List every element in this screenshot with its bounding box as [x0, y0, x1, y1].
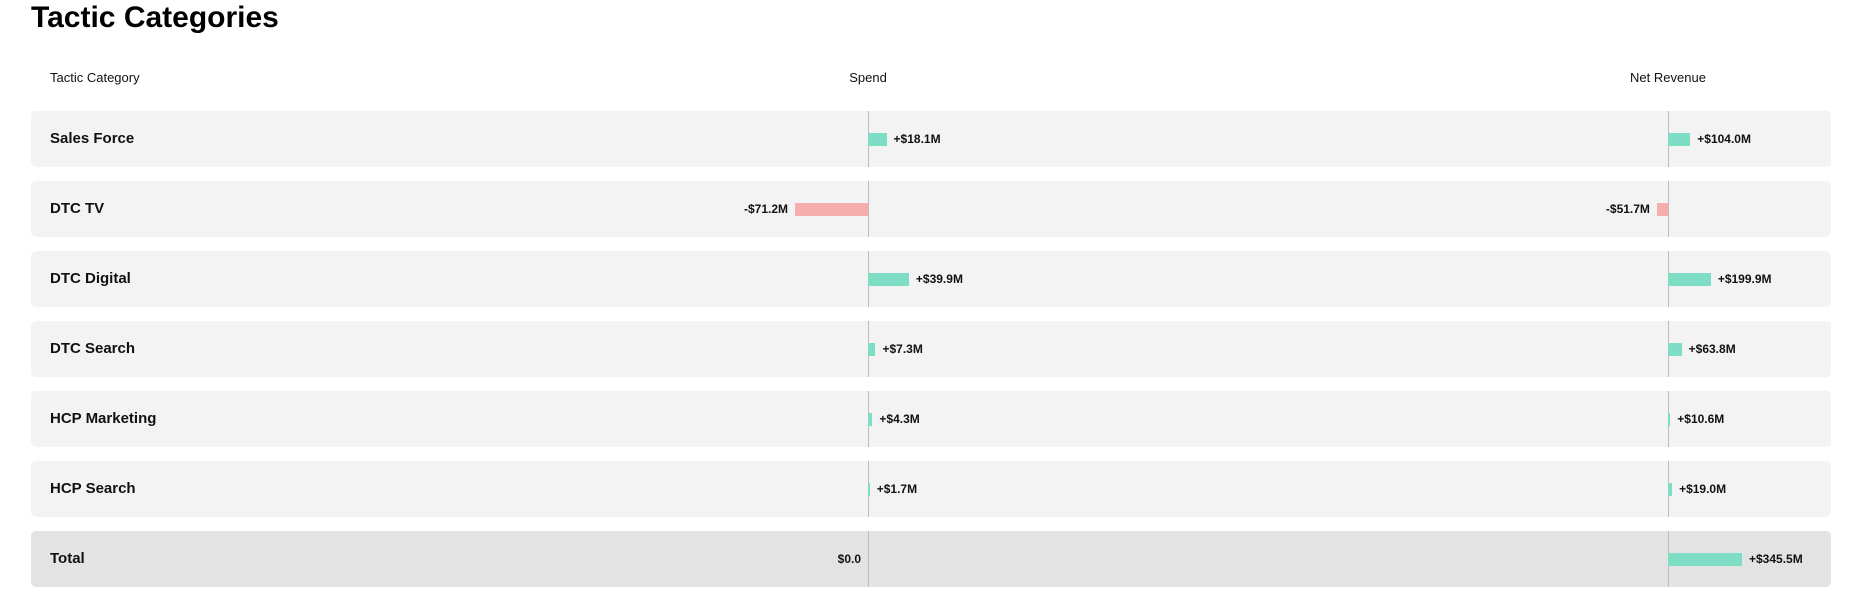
total-row[interactable]: Total $0.0 +$345.5M	[31, 531, 1831, 587]
spend-value: $0.0	[837, 552, 861, 566]
net-revenue-bar	[1668, 483, 1673, 496]
spend-zero-line	[868, 181, 869, 237]
spend-bar	[868, 133, 887, 146]
row-label: HCP Marketing	[50, 410, 157, 427]
row-label: DTC Digital	[50, 270, 131, 287]
table-row-hcp-marketing[interactable]: HCP Marketing +$4.3M +$10.6M	[31, 391, 1831, 447]
page-title: Tactic Categories	[31, 1, 279, 34]
net-revenue-value: +$345.5M	[1749, 552, 1803, 566]
row-label: HCP Search	[50, 480, 136, 497]
row-label: DTC TV	[50, 200, 105, 217]
net-revenue-value: +$63.8M	[1688, 342, 1736, 356]
spend-value: +$1.7M	[876, 482, 918, 496]
spend-value: +$39.9M	[915, 272, 963, 286]
spend-bar	[868, 343, 876, 356]
net-revenue-bar	[1668, 343, 1682, 356]
spend-zero-line	[868, 531, 869, 587]
spend-value: +$4.3M	[879, 412, 920, 426]
table-row-hcp-search[interactable]: HCP Search +$1.7M +$19.0M	[31, 461, 1831, 517]
column-header-net-revenue[interactable]: Net Revenue	[1630, 70, 1706, 85]
net-revenue-value: +$199.9M	[1717, 272, 1772, 286]
spend-bar	[868, 273, 909, 286]
net-revenue-value: +$10.6M	[1677, 412, 1725, 426]
net-revenue-bar	[1668, 133, 1691, 146]
row-label: DTC Search	[50, 340, 136, 357]
column-header-spend[interactable]: Spend	[849, 70, 887, 85]
spend-bar	[868, 413, 873, 426]
net-revenue-value: -$51.7M	[1605, 202, 1650, 216]
net-revenue-bar	[1656, 203, 1668, 216]
table-row-dtc-digital[interactable]: DTC Digital +$39.9M +$199.9M	[31, 251, 1831, 307]
spend-value: +$7.3M	[882, 342, 923, 356]
column-header-tactic-category[interactable]: Tactic Category	[50, 70, 140, 85]
net-revenue-bar	[1668, 273, 1711, 286]
spend-bar	[795, 203, 868, 216]
table-row-dtc-search[interactable]: DTC Search +$7.3M +$63.8M	[31, 321, 1831, 377]
row-label: Sales Force	[50, 130, 135, 147]
row-label: Total	[50, 550, 85, 567]
table-row-dtc-tv[interactable]: DTC TV -$71.2M -$51.7M	[31, 181, 1831, 237]
net-revenue-zero-line	[1668, 181, 1669, 237]
table-row-sales-force[interactable]: Sales Force +$18.1M +$104.0M	[31, 111, 1831, 167]
spend-value: +$18.1M	[893, 132, 941, 146]
net-revenue-bar	[1668, 553, 1742, 566]
spend-bar	[868, 483, 870, 496]
net-revenue-bar	[1668, 413, 1671, 426]
spend-value: -$71.2M	[743, 202, 788, 216]
net-revenue-value: +$104.0M	[1697, 132, 1751, 146]
net-revenue-value: +$19.0M	[1679, 482, 1727, 496]
